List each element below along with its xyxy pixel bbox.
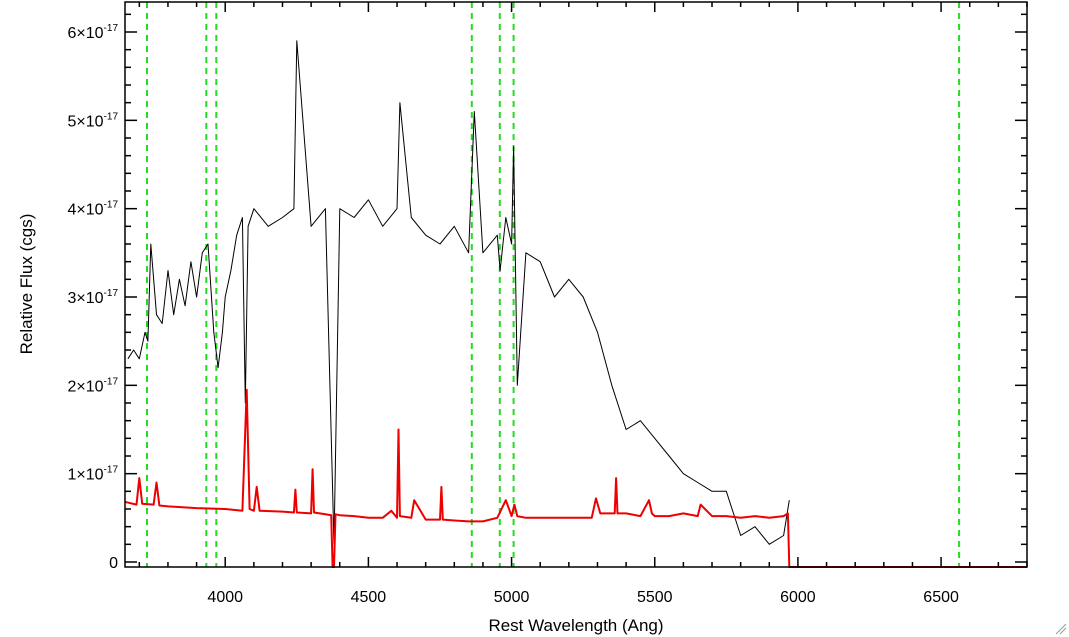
y-tick-label: 0 xyxy=(109,555,118,572)
y-tick-label: 3×10-17 xyxy=(68,288,119,307)
y-axis: 0 1×10-17 2×10-17 3×10-17 4×10-17 5×10-17 6×10… xyxy=(68,13,1027,572)
x-tick-label: 4000 xyxy=(207,589,243,606)
x-axis: 4000 4500 5000 5500 6000 6500 xyxy=(138,2,1028,606)
series-line-0 xyxy=(127,40,790,545)
x-tick-label: 5500 xyxy=(637,589,673,606)
y-tick-label: 5×10-17 xyxy=(68,111,119,130)
y-tick-label: 1×10-17 xyxy=(68,465,119,484)
plot-frame xyxy=(124,1,1028,568)
x-tick-label: 6500 xyxy=(923,589,959,606)
y-axis-title: Relative Flux (cgs) xyxy=(17,214,36,355)
x-axis-title: Rest Wavelength (Ang) xyxy=(488,616,663,635)
reference-lines xyxy=(146,2,961,567)
x-tick-label: 6000 xyxy=(780,589,816,606)
series-layer xyxy=(124,40,1027,568)
x-tick-label: 5000 xyxy=(494,589,530,606)
x-tick-label: 4500 xyxy=(351,589,387,606)
y-tick-label: 2×10-17 xyxy=(68,376,119,395)
y-tick-label: 4×10-17 xyxy=(68,200,119,219)
resize-grip-icon[interactable] xyxy=(1055,623,1067,635)
y-tick-label: 6×10-17 xyxy=(68,23,119,42)
series-line-1 xyxy=(124,388,1027,568)
